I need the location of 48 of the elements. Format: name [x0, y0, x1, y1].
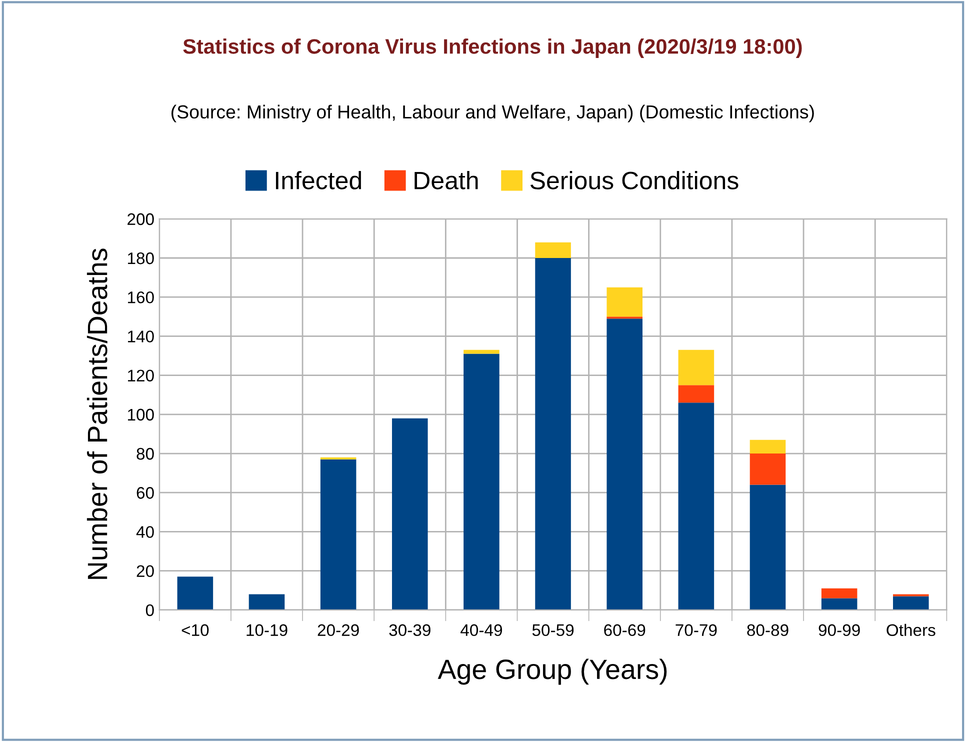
x-tick-label: 30-39	[389, 624, 430, 636]
y-tick-label: 80	[136, 448, 154, 460]
bar	[678, 402, 714, 610]
bar	[750, 454, 786, 485]
y-tick-label: 40	[136, 526, 154, 538]
y-tick-label: 160	[128, 292, 154, 304]
bar	[821, 598, 858, 610]
y-axis-title: Number of Patients/Deaths	[86, 248, 108, 579]
x-tick-label: 60-69	[604, 624, 646, 636]
y-tick-label: 0	[146, 604, 154, 616]
y-tick-label: 180	[128, 252, 154, 264]
x-tick-label: 10-19	[246, 624, 288, 636]
bar	[893, 596, 929, 610]
bar	[606, 287, 642, 317]
bar	[750, 484, 786, 610]
bar	[535, 258, 571, 610]
x-tick-label: 50-59	[532, 624, 574, 636]
y-tick-label: 140	[128, 330, 154, 342]
legend-label: Serious Conditions	[530, 171, 738, 190]
x-tick-label: 40-49	[460, 624, 502, 636]
x-tick-label: 80-89	[747, 624, 788, 636]
bar	[392, 418, 428, 610]
legend-label: Infected	[276, 171, 362, 190]
y-tick-label: 200	[128, 213, 154, 226]
bar	[464, 354, 500, 610]
bar	[248, 594, 285, 610]
x-tick-label: 70-79	[676, 624, 717, 636]
bar	[750, 440, 786, 454]
y-tick-label: 100	[128, 408, 154, 421]
y-tick-label: 20	[136, 565, 154, 578]
y-tick-label: 60	[136, 487, 154, 499]
bar	[320, 459, 356, 610]
x-tick-label: 90-99	[818, 624, 860, 636]
legend-label: Death	[414, 171, 478, 190]
x-tick-label: <10	[182, 624, 209, 636]
x-axis-title: Age Group (Years)	[438, 658, 667, 685]
x-tick-label: Others	[886, 624, 936, 636]
bar	[177, 576, 214, 610]
y-tick-label: 120	[128, 370, 154, 382]
bar	[464, 350, 500, 354]
bar	[821, 588, 858, 598]
bar	[535, 242, 571, 258]
bar	[678, 385, 714, 403]
bar	[606, 318, 642, 610]
chart-title: Statistics of Corona Virus Infections in Japan (2020/3/19 18:00)	[183, 38, 802, 58]
bar	[678, 350, 714, 386]
chart-subtitle: (Source: Ministry of Health, Labour and Welfare, Japan) (Domestic Infections)	[171, 104, 814, 122]
x-tick-label: 20-29	[318, 624, 359, 636]
